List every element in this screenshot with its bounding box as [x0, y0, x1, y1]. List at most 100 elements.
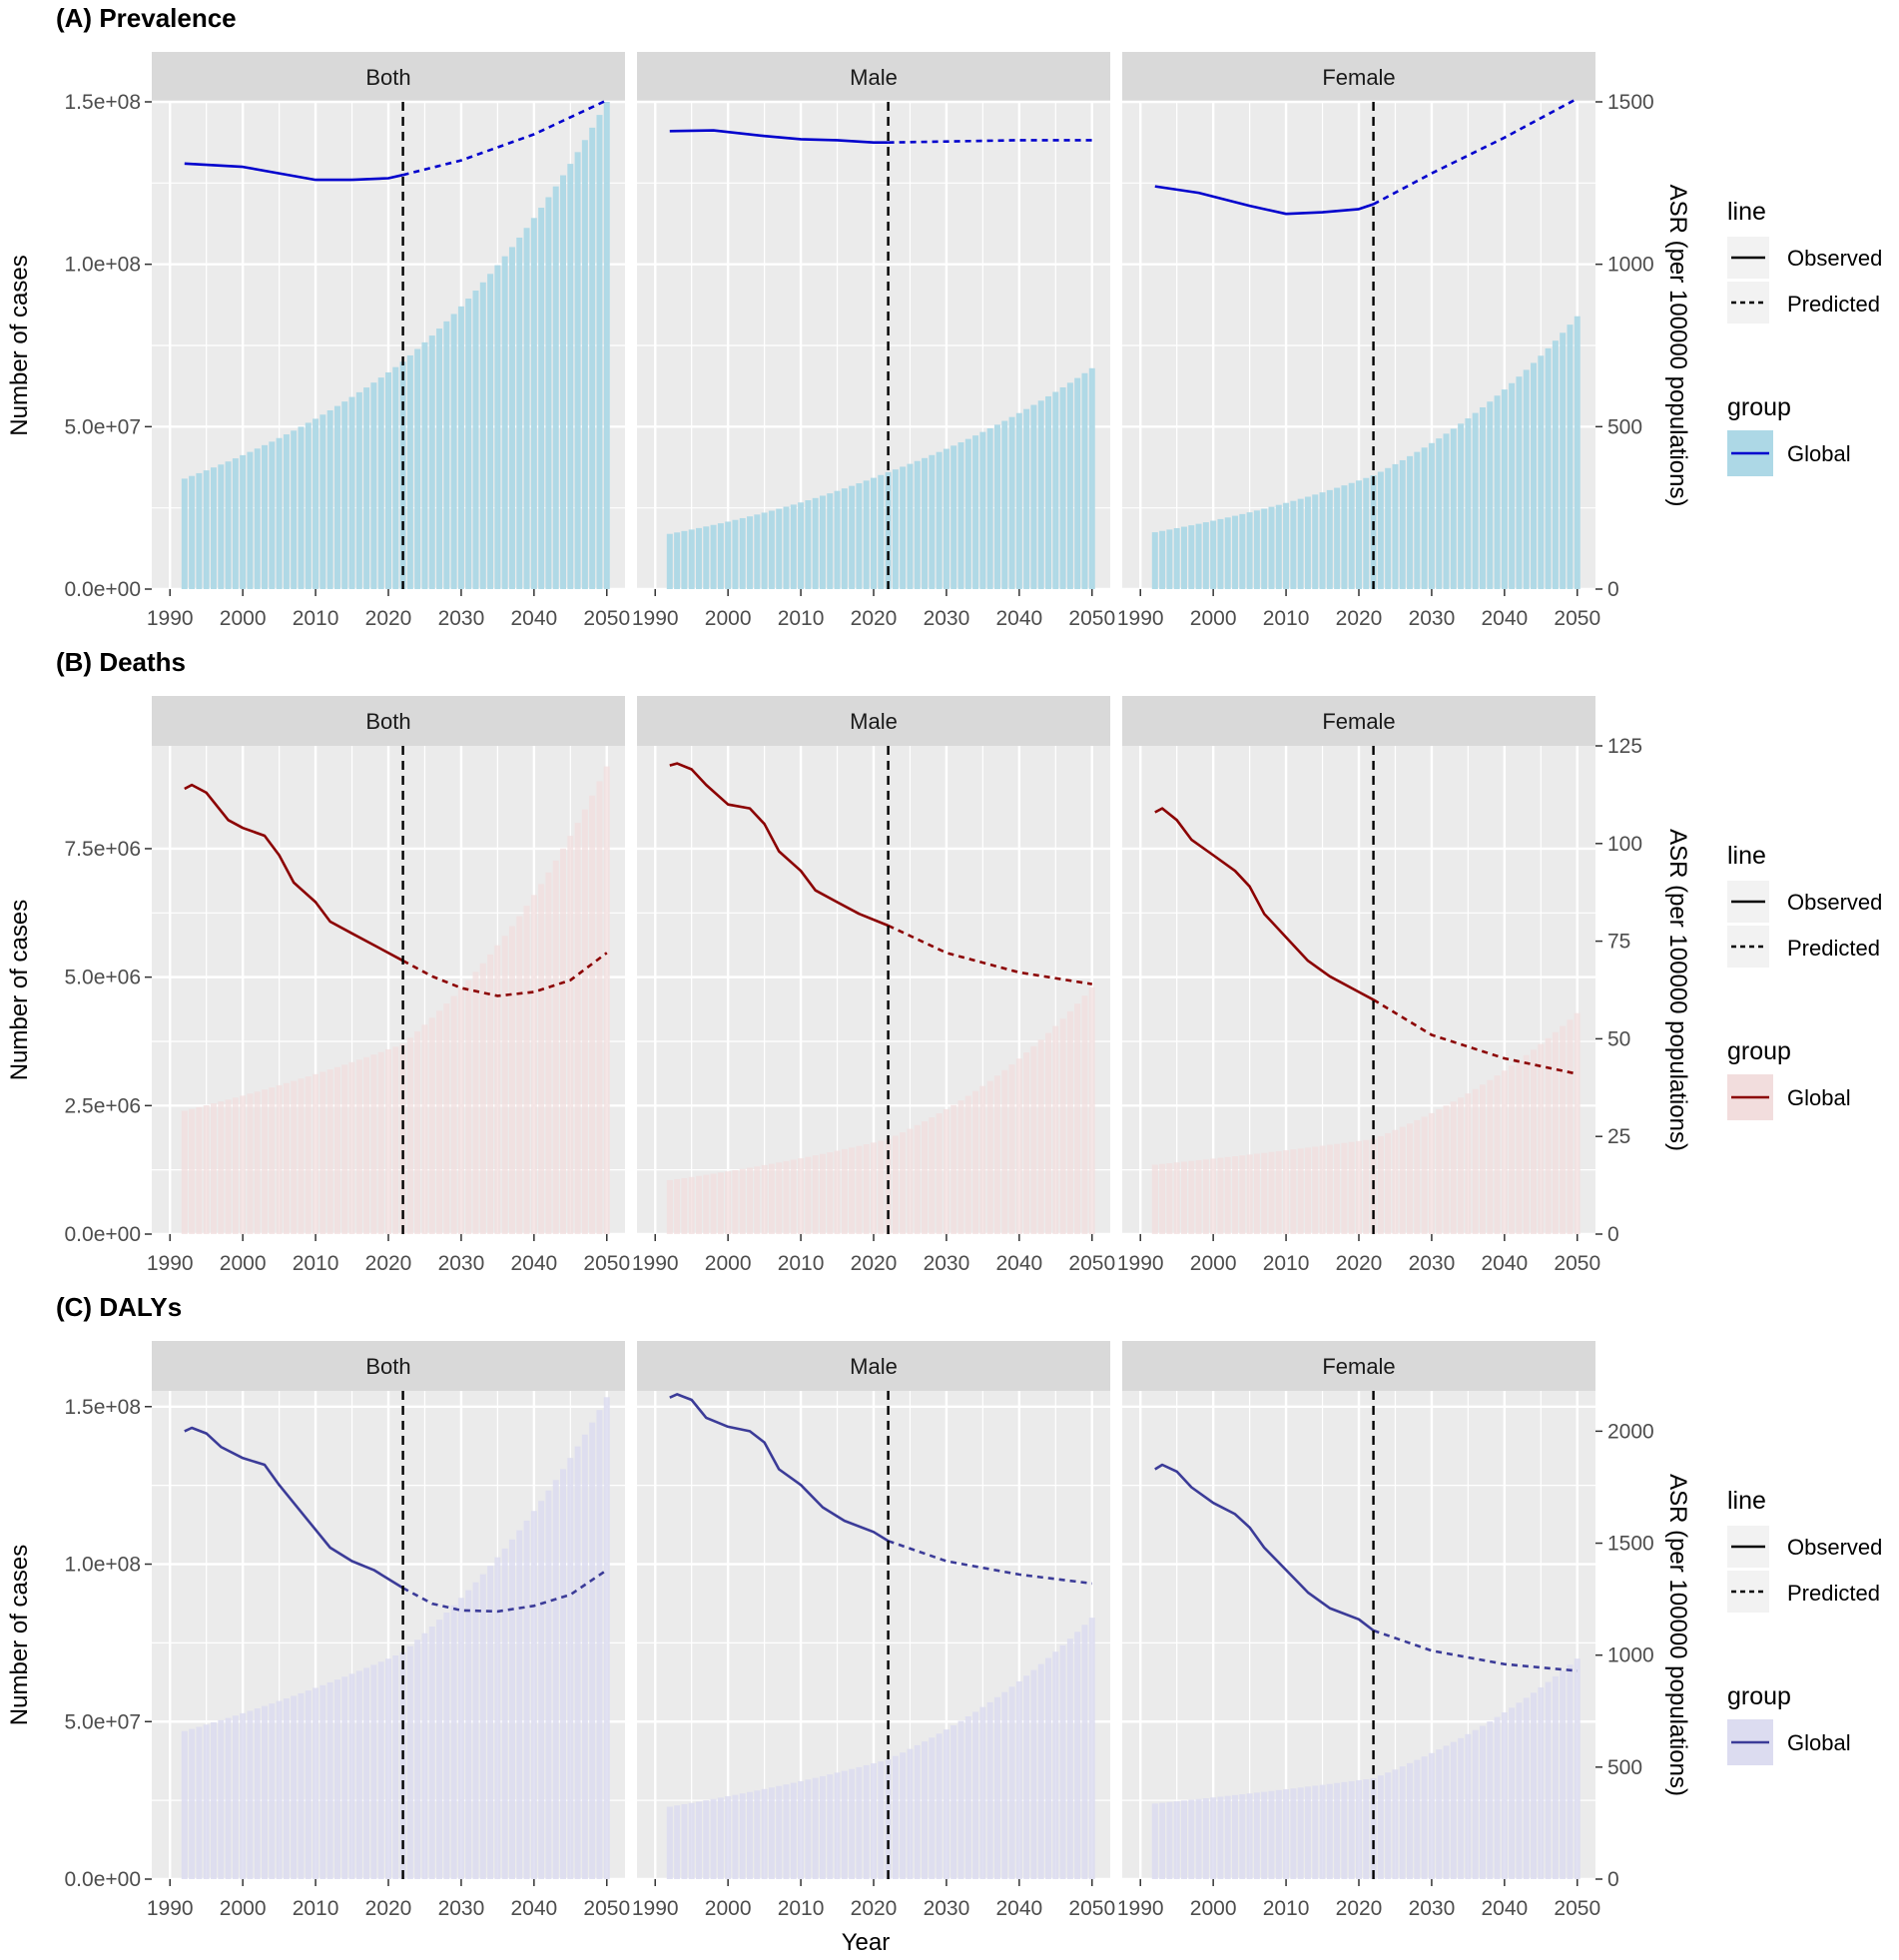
legend: line Observed Predicted group Global	[1727, 198, 1882, 476]
legend: line Observed Predicted group Global	[1727, 842, 1882, 1120]
bar-2011	[1290, 1788, 1297, 1879]
bar-2042	[545, 1490, 552, 1879]
bar-1992	[181, 1730, 188, 1879]
bar-1999	[232, 1715, 239, 1879]
bar-2044	[1531, 1049, 1538, 1234]
bar-2045	[567, 836, 574, 1234]
bar-1999	[232, 1097, 239, 1234]
bar-2032	[472, 291, 479, 589]
bar-2045	[1538, 355, 1545, 589]
bar-2045	[1052, 1025, 1059, 1234]
bar-2036	[1472, 1729, 1479, 1879]
bar-2048	[589, 127, 596, 589]
x-tick-label: 2010	[1263, 1252, 1310, 1275]
bar-2041	[1509, 382, 1516, 589]
bar-2003	[262, 1089, 269, 1234]
bar-2016	[841, 1770, 848, 1879]
bar-1998	[710, 1798, 717, 1879]
bar-2020	[871, 477, 877, 589]
bar-2016	[355, 1670, 362, 1879]
bar-2040	[530, 1511, 537, 1879]
x-tick-label: 2010	[778, 1252, 825, 1275]
y2-axis-title: ASR (per 100000 populations)	[1664, 1474, 1691, 1796]
bar-2029	[450, 1605, 457, 1879]
x-tick-label: 2040	[510, 607, 557, 630]
y2-tick-label: 1500	[1607, 1533, 1654, 1556]
y-tick-label: 5.0e+06	[65, 967, 142, 989]
bar-2049	[596, 781, 603, 1234]
bar-2049	[596, 115, 603, 589]
bar-2017	[849, 485, 856, 589]
bar-1998	[225, 461, 232, 589]
bar-2001	[732, 1169, 739, 1234]
bar-1993	[189, 475, 196, 589]
bar-2026	[428, 335, 435, 589]
bar-2039	[1008, 1686, 1015, 1879]
bar-2031	[1436, 1749, 1443, 1879]
x-tick-label: 2020	[1336, 1252, 1383, 1275]
bar-2021	[1363, 1779, 1370, 1879]
bar-2028	[443, 1613, 450, 1879]
legend-observed-label: Observed	[1787, 890, 1882, 915]
bar-2037	[1479, 1725, 1486, 1879]
bar-2010	[798, 1780, 805, 1879]
asr-line-predicted	[401, 952, 608, 997]
bar-2048	[1560, 332, 1567, 589]
legend-group-title: group	[1727, 1037, 1791, 1065]
bar-2023	[892, 1135, 899, 1234]
bar-1998	[1195, 1159, 1202, 1234]
x-tick-label: 2040	[995, 607, 1042, 630]
bar-2041	[1509, 1065, 1516, 1234]
facet-strip	[152, 696, 625, 746]
y2-tick-label: 0	[1607, 1223, 1619, 1246]
bar-2048	[589, 1422, 596, 1879]
bar-2020	[1356, 480, 1362, 589]
bar-2045	[1538, 1043, 1545, 1234]
bar-2027	[1407, 1123, 1414, 1234]
bar-1993	[189, 1728, 196, 1879]
bar-2034	[487, 274, 494, 589]
bar-1999	[717, 1797, 724, 1879]
facet-label: Male	[850, 65, 898, 90]
bar-2038	[1001, 1069, 1008, 1234]
bar-2050	[1088, 986, 1095, 1234]
bar-1995	[1173, 1162, 1180, 1234]
bar-1998	[225, 1717, 232, 1879]
bar-2033	[1450, 1101, 1457, 1234]
x-tick-label: 2010	[778, 607, 825, 630]
bar-1993	[189, 1108, 196, 1234]
bar-1995	[203, 1724, 210, 1879]
bar-1999	[717, 1172, 724, 1234]
bar-1999	[232, 458, 239, 589]
x-tick-label: 2030	[924, 1252, 970, 1275]
bar-2029	[450, 314, 457, 589]
bar-2011	[1290, 500, 1297, 589]
bar-2036	[986, 428, 993, 589]
bar-1994	[681, 1177, 688, 1234]
bar-2031	[465, 980, 472, 1234]
bar-2033	[1450, 1741, 1457, 1879]
bar-2001	[1217, 1157, 1224, 1234]
bar-2018	[856, 1145, 863, 1234]
asr-line-observed	[1154, 1463, 1375, 1633]
x-tick-label: 1990	[632, 1897, 679, 1920]
chart-deaths: (B) Deaths Both 1990 2000 2010 2020 2030 2040 20…	[6, 647, 1882, 1275]
bar-2019	[377, 1051, 384, 1234]
bar-2006	[1253, 1153, 1260, 1234]
bar-2046	[1059, 1644, 1066, 1879]
bar-1997	[703, 526, 710, 589]
bar-1998	[225, 1099, 232, 1234]
bar-2007	[776, 1162, 783, 1234]
bar-1999	[717, 523, 724, 589]
bar-2002	[739, 1168, 746, 1234]
bar-2050	[1574, 316, 1581, 589]
bar-1992	[666, 533, 673, 589]
bar-2011	[805, 500, 812, 589]
legend-group-label: Global	[1787, 1730, 1851, 1755]
asr-line-predicted	[402, 99, 608, 177]
bar-1997	[703, 1174, 710, 1234]
bar-2031	[1436, 1109, 1443, 1234]
y-tick-label: 1.5e+08	[65, 1396, 142, 1419]
bar-1999	[1202, 1159, 1209, 1234]
bar-2045	[567, 1458, 574, 1879]
